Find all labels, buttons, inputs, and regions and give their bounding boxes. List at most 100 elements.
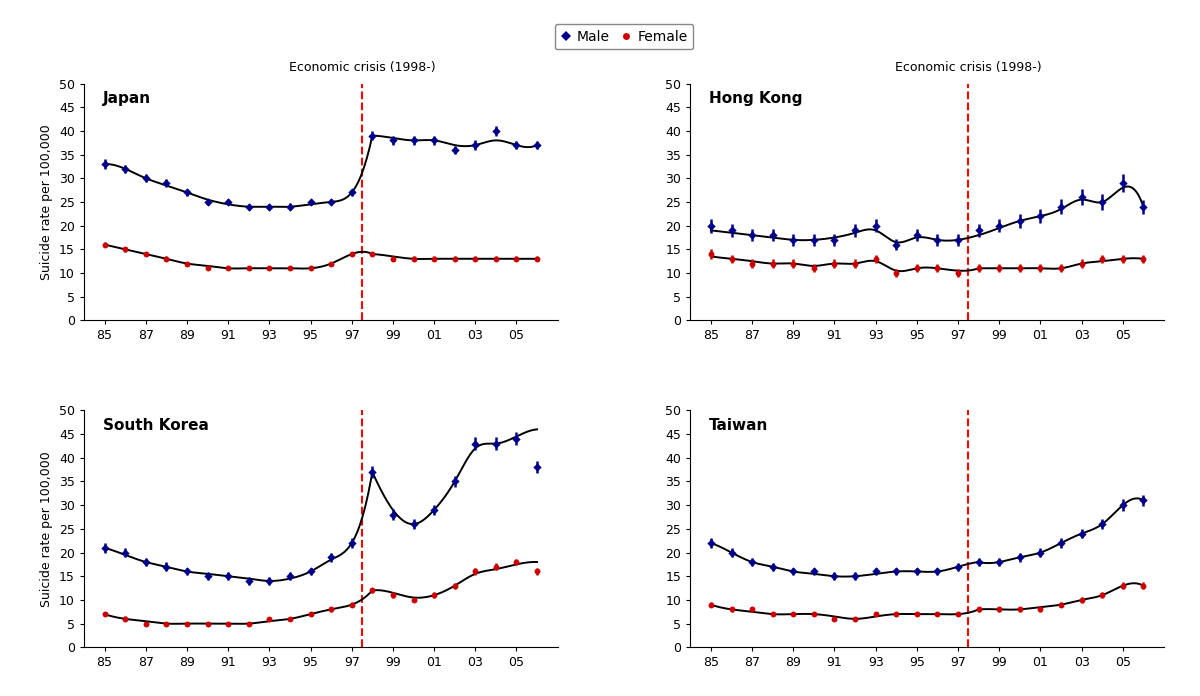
Point: [784, 608, 803, 619]
Point: [701, 248, 720, 260]
Y-axis label: Suicide rate per 100,000: Suicide rate per 100,000: [41, 451, 54, 607]
Point: [824, 613, 844, 624]
Point: [907, 566, 926, 577]
Point: [322, 552, 341, 563]
Point: [198, 618, 217, 629]
Point: [528, 461, 547, 473]
Text: Hong Kong: Hong Kong: [709, 90, 803, 106]
Point: [259, 262, 278, 274]
Point: [1114, 177, 1133, 189]
Point: [763, 258, 782, 269]
Point: [1072, 594, 1091, 606]
Point: [846, 225, 865, 236]
Point: [1010, 215, 1030, 226]
Point: [178, 187, 197, 198]
Point: [1051, 201, 1070, 212]
Point: [722, 253, 742, 264]
Point: [784, 566, 803, 577]
Point: [281, 262, 300, 274]
Point: [970, 556, 989, 567]
Point: [136, 618, 155, 629]
Point: [383, 590, 402, 601]
Point: [1072, 191, 1091, 203]
Point: [743, 604, 762, 615]
Point: [445, 476, 464, 487]
Point: [486, 125, 505, 136]
Point: [928, 262, 947, 274]
Point: [804, 608, 823, 619]
Point: [1072, 258, 1091, 269]
Point: [218, 571, 238, 582]
Point: [506, 556, 526, 567]
Point: [846, 571, 865, 582]
Point: [95, 159, 114, 170]
Point: [928, 566, 947, 577]
Point: [804, 566, 823, 577]
Legend: Male, Female: Male, Female: [554, 24, 694, 49]
Point: [763, 561, 782, 572]
Point: [1031, 547, 1050, 558]
Point: [362, 130, 382, 141]
Point: [887, 608, 906, 619]
Point: [157, 177, 176, 189]
Point: [948, 267, 967, 278]
Point: [322, 604, 341, 615]
Point: [804, 235, 823, 246]
Point: [486, 561, 505, 572]
Point: [1031, 604, 1050, 615]
Point: [383, 135, 402, 146]
Point: [1010, 604, 1030, 615]
Point: [445, 253, 464, 264]
Point: [970, 262, 989, 274]
Point: [198, 571, 217, 582]
Point: [157, 253, 176, 264]
Point: [404, 135, 424, 146]
Point: [342, 537, 361, 548]
Point: [1134, 201, 1153, 212]
Point: [928, 608, 947, 619]
Point: [1093, 196, 1112, 207]
Point: [95, 542, 114, 553]
Point: [1093, 519, 1112, 530]
Point: [1134, 253, 1153, 264]
Point: [743, 258, 762, 269]
Point: [970, 225, 989, 236]
Y-axis label: Suicide rate per 100,000: Suicide rate per 100,000: [41, 124, 54, 280]
Point: [404, 594, 424, 606]
Point: [425, 590, 444, 601]
Point: [990, 604, 1009, 615]
Point: [322, 196, 341, 207]
Point: [445, 144, 464, 155]
Point: [362, 248, 382, 260]
Point: [115, 164, 134, 175]
Point: [342, 187, 361, 198]
Point: [486, 253, 505, 264]
Point: [404, 519, 424, 530]
Point: [178, 618, 197, 629]
Point: [198, 196, 217, 207]
Point: [198, 262, 217, 274]
Point: [824, 258, 844, 269]
Point: [528, 566, 547, 577]
Point: [301, 196, 320, 207]
Point: [948, 608, 967, 619]
Point: [301, 566, 320, 577]
Point: [466, 438, 485, 449]
Point: [1010, 552, 1030, 563]
Text: Japan: Japan: [103, 90, 151, 106]
Point: [1031, 211, 1050, 222]
Point: [887, 239, 906, 250]
Point: [136, 556, 155, 567]
Point: [846, 613, 865, 624]
Point: [1134, 495, 1153, 506]
Point: [866, 608, 886, 619]
Point: [259, 201, 278, 212]
Point: [301, 262, 320, 274]
Point: [722, 547, 742, 558]
Point: [259, 576, 278, 587]
Point: [528, 139, 547, 150]
Point: [1051, 537, 1070, 548]
Point: [466, 253, 485, 264]
Point: [1051, 262, 1070, 274]
Point: [887, 267, 906, 278]
